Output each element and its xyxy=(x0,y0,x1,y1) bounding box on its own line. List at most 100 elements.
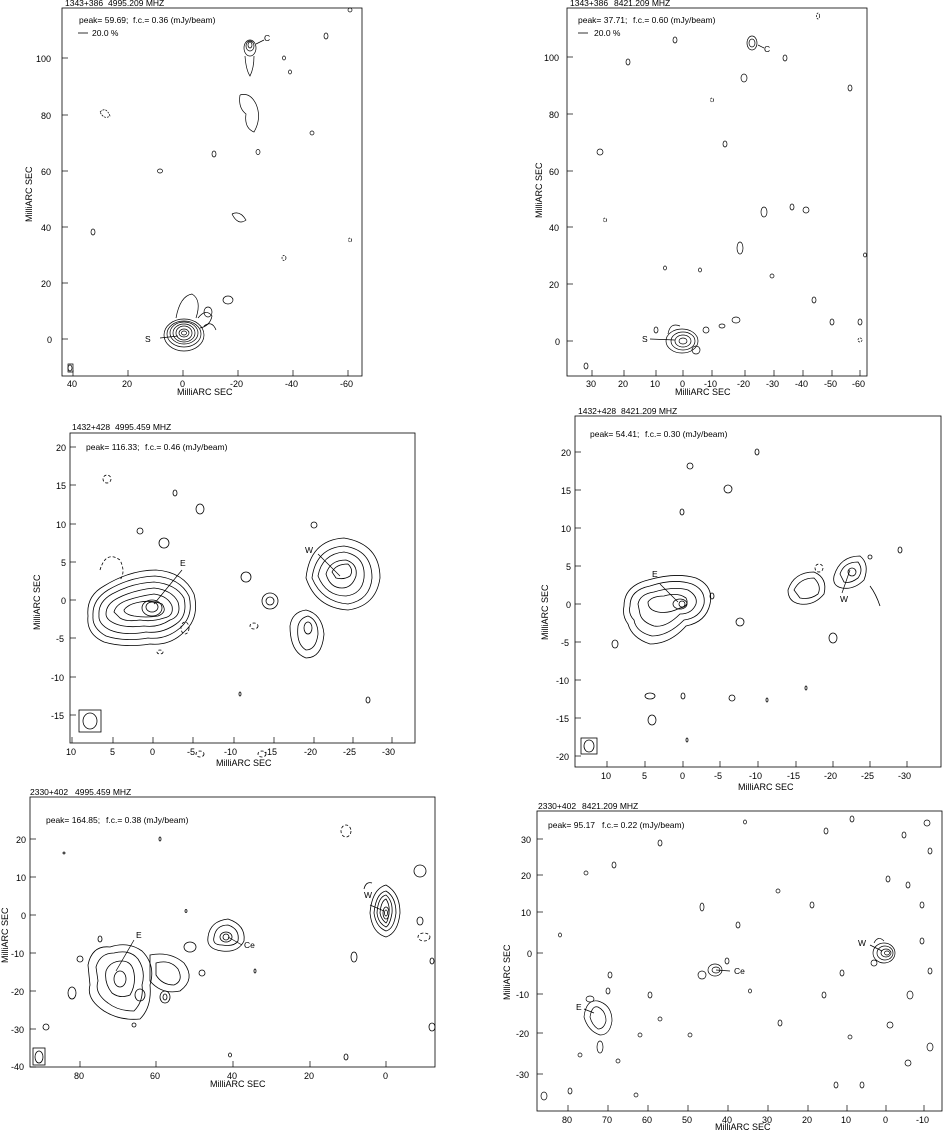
component-label-w: W xyxy=(858,938,867,948)
map-source: 2330+402 xyxy=(538,801,577,811)
x-tick: 20 xyxy=(618,379,629,389)
x-tick: 40 xyxy=(227,1071,238,1081)
component-label-e: E xyxy=(576,1002,582,1012)
component-label-w: W xyxy=(305,545,314,555)
y-tick: 10 xyxy=(521,908,532,918)
y-tick: 100 xyxy=(36,54,52,64)
component-label-w: W xyxy=(364,890,373,900)
contour-map-1432-8421: 1432+428 8421.209 MHZ xyxy=(520,400,945,792)
component-label-ce: Ce xyxy=(244,940,255,950)
y-tick: 80 xyxy=(41,111,52,121)
map-frequency: 8421.209 MHZ xyxy=(621,406,678,416)
y-tick: -20 xyxy=(556,752,570,762)
x-tick: -30 xyxy=(766,379,780,389)
x-axis-label: MilliARC SEC xyxy=(715,1122,771,1132)
x-tick: 80 xyxy=(74,1071,85,1081)
x-tick: 10 xyxy=(841,1115,852,1125)
y-tick: 0 xyxy=(527,949,533,959)
y-tick: -10 xyxy=(556,676,570,686)
contour-plot xyxy=(61,7,363,377)
x-tick: -20 xyxy=(737,379,751,389)
y-tick: -10 xyxy=(516,990,530,1000)
x-tick: -50 xyxy=(824,379,838,389)
x-tick: 30 xyxy=(586,379,597,389)
peak-label: peak= 59.69; xyxy=(79,15,129,25)
contour-plot xyxy=(69,432,416,758)
y-tick: 5 xyxy=(566,562,572,572)
x-tick: -10 xyxy=(916,1115,930,1125)
x-tick: 80 xyxy=(562,1115,573,1125)
component-label-w: W xyxy=(840,594,849,604)
map-source: 1343+386 xyxy=(65,0,104,8)
percent-label: 20.0 % xyxy=(92,28,119,38)
component-label-e: E xyxy=(136,930,142,940)
component-label-ce: Ce xyxy=(734,966,745,976)
x-tick: 20 xyxy=(802,1115,813,1125)
first-contour-label: f.c.= 0.38 (mJy/beam) xyxy=(106,815,189,825)
x-tick: -10 xyxy=(704,379,718,389)
x-tick: 10 xyxy=(650,379,661,389)
x-tick: -15 xyxy=(264,747,278,757)
x-tick: 0 xyxy=(680,771,686,781)
y-axis-label: MilliARC SEC xyxy=(0,907,10,963)
x-tick: -20 xyxy=(304,747,318,757)
y-tick: 5 xyxy=(61,558,67,568)
x-tick: 0 xyxy=(383,1071,389,1081)
contour-plot xyxy=(566,7,868,377)
x-tick: 50 xyxy=(682,1115,693,1125)
peak-label: peak= 95.17 xyxy=(548,820,596,830)
y-axis-label: MilliARC SEC xyxy=(24,166,34,222)
map-source: 1432+428 xyxy=(578,406,617,416)
contour-plot xyxy=(29,796,436,1068)
y-tick: 20 xyxy=(56,443,67,453)
x-axis-label: MilliARC SEC xyxy=(675,387,731,397)
x-tick: 5 xyxy=(110,747,116,757)
y-tick: 0 xyxy=(555,337,561,347)
contour-map-1343-8421: 1343+386 8421.209 MHZ peak= 37. xyxy=(520,0,910,400)
x-axis-label: MilliARC SEC xyxy=(177,387,233,397)
y-tick: 20 xyxy=(549,280,560,290)
x-tick: -5 xyxy=(714,771,723,781)
component-label-s: S xyxy=(642,334,648,344)
y-tick: -5 xyxy=(56,634,65,644)
y-tick: -40 xyxy=(11,1062,25,1072)
x-tick: 0 xyxy=(180,379,186,389)
component-label-c: C xyxy=(764,44,771,54)
component-label-s: S xyxy=(145,334,151,344)
contour-map-1343-4995: 1343+386 4995.209 MHZ xyxy=(0,0,370,400)
x-tick: 20 xyxy=(304,1071,315,1081)
x-tick: 10 xyxy=(66,747,77,757)
peak-label: peak= 116.33; xyxy=(86,442,140,452)
x-tick: 70 xyxy=(602,1115,613,1125)
x-tick: -30 xyxy=(898,771,912,781)
contour-plot xyxy=(536,810,943,1112)
y-tick: 10 xyxy=(16,873,27,883)
contour-plot xyxy=(574,415,942,768)
y-tick: 100 xyxy=(544,53,560,63)
map-source: 1432+428 xyxy=(72,422,111,432)
y-tick: 20 xyxy=(41,279,52,289)
x-tick: 30 xyxy=(762,1115,773,1125)
y-tick: -30 xyxy=(516,1070,530,1080)
y-tick: -30 xyxy=(11,1025,25,1035)
first-contour-label: f.c.= 0.46 (mJy/beam) xyxy=(145,442,228,452)
y-tick: 30 xyxy=(521,835,532,845)
first-contour-label: f.c.= 0.36 (mJy/beam) xyxy=(133,15,216,25)
y-tick: 40 xyxy=(549,223,560,233)
x-tick: -5 xyxy=(187,747,196,757)
y-axis-label: MilliARC SEC xyxy=(502,944,512,1000)
percent-label: 20.0 % xyxy=(594,28,621,38)
map-frequency: 4995.209 MHZ xyxy=(108,0,165,8)
map-frequency: 8421.209 MHZ xyxy=(582,801,639,811)
y-tick: -10 xyxy=(11,949,25,959)
peak-label: peak= 37.71; xyxy=(578,15,628,25)
y-tick: 60 xyxy=(549,167,560,177)
x-tick: -10 xyxy=(224,747,238,757)
component-label-e: E xyxy=(180,558,186,568)
x-axis-label: MilliARC SEC xyxy=(216,758,272,768)
y-tick: 20 xyxy=(16,835,27,845)
x-tick: 60 xyxy=(150,1071,161,1081)
first-contour-label: f.c.= 0.60 (mJy/beam) xyxy=(633,15,716,25)
x-tick: -60 xyxy=(340,379,354,389)
x-tick: 5 xyxy=(642,771,648,781)
